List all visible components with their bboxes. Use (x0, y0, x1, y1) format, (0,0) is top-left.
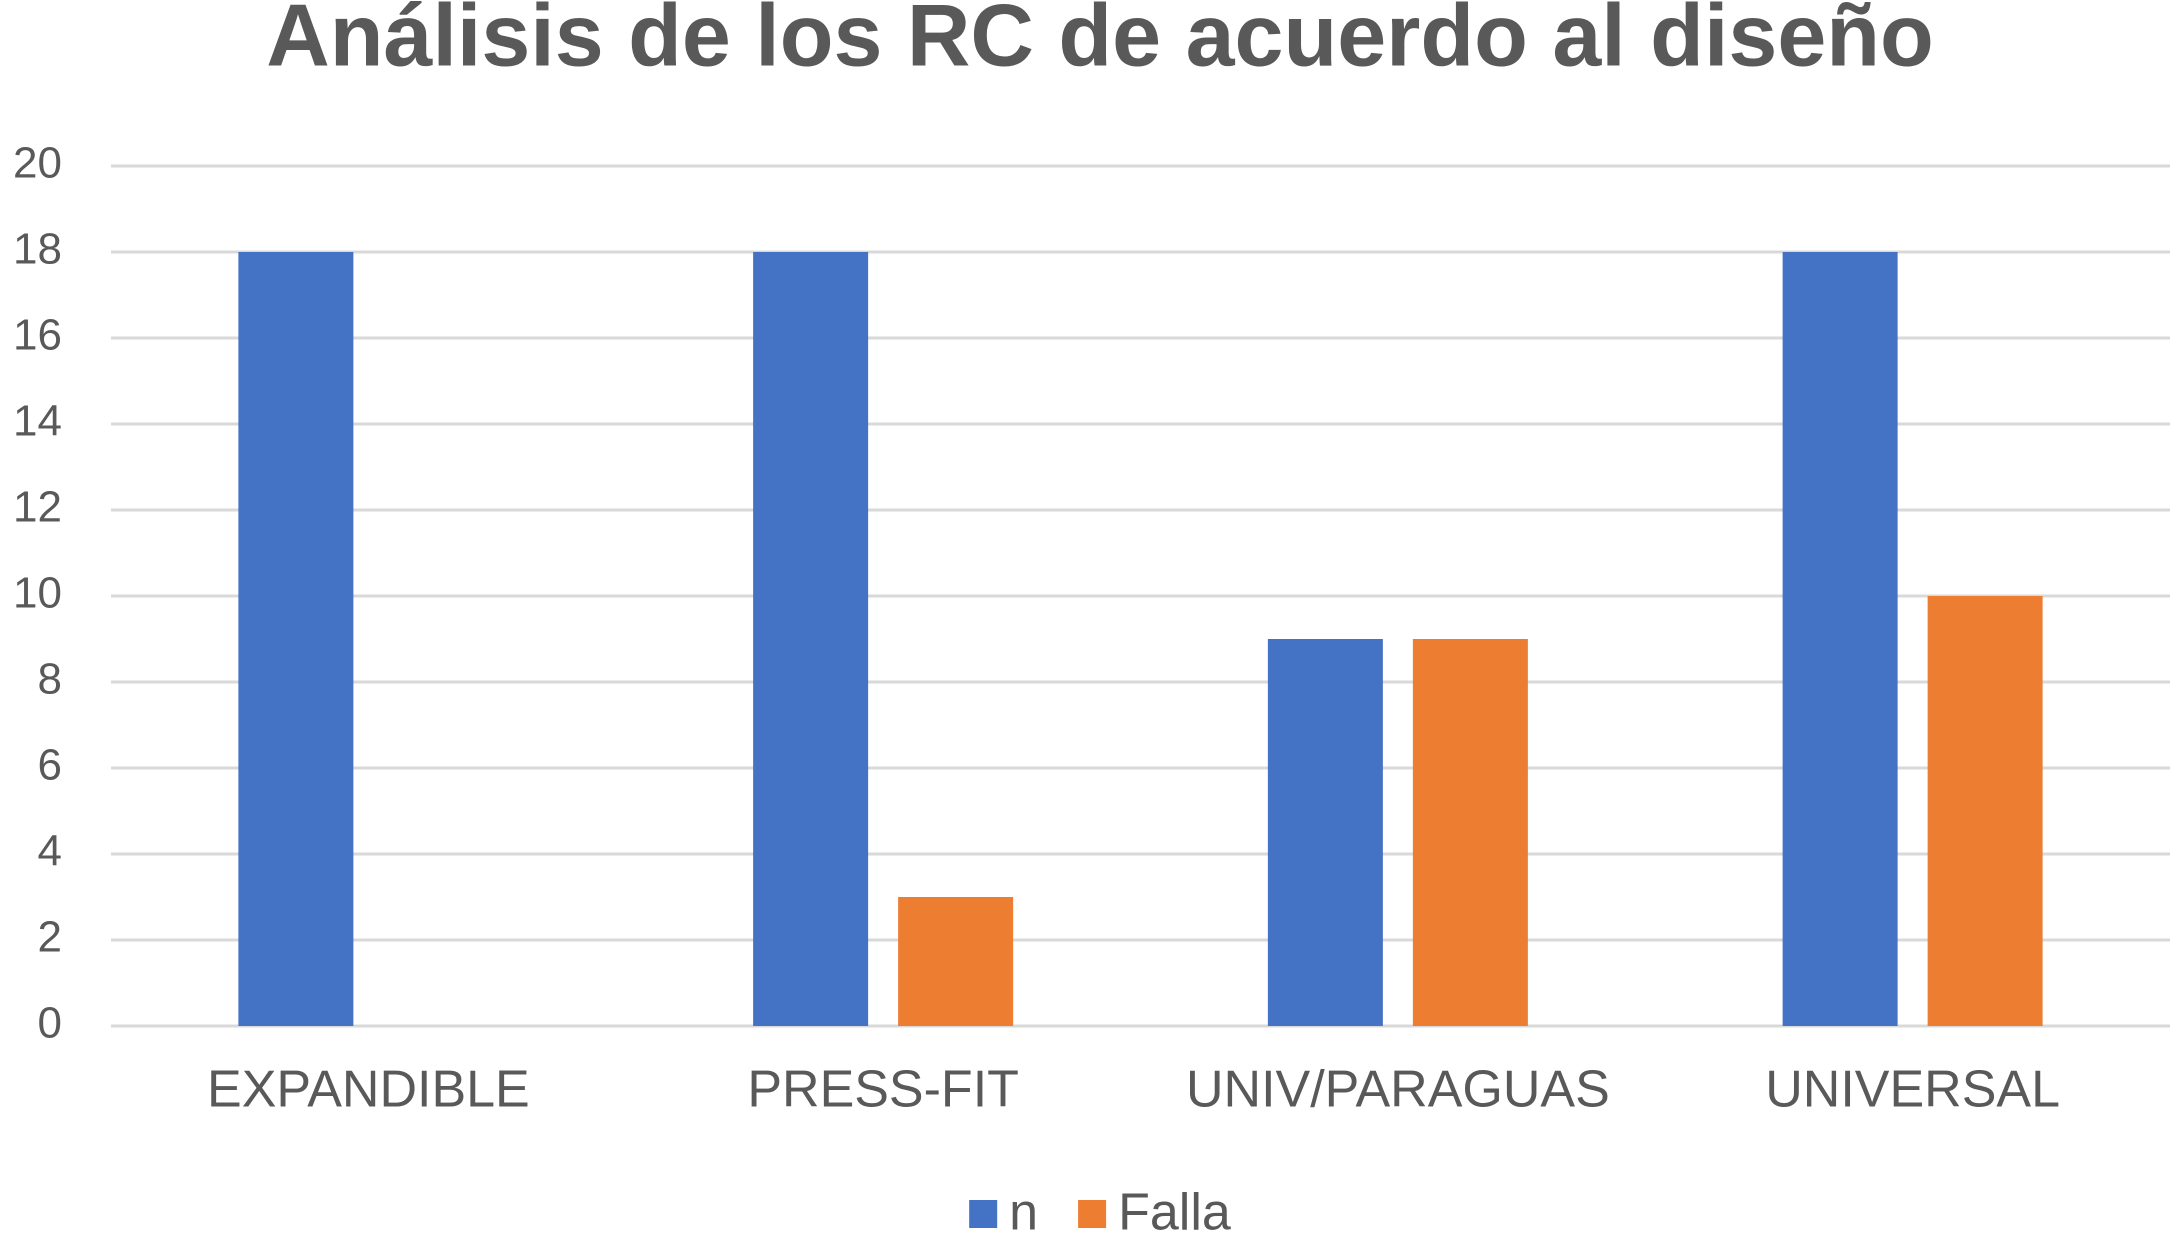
legend-label: n (1009, 1184, 1038, 1239)
bar (1412, 639, 1528, 1026)
y-tick-label: 12 (13, 483, 62, 532)
x-tick-label: UNIVERSAL (1765, 1061, 2060, 1119)
legend-label: Falla (1118, 1184, 1231, 1239)
bar (753, 252, 869, 1026)
bar (1267, 639, 1383, 1026)
legend-swatch (969, 1200, 998, 1228)
bar (1782, 252, 1898, 1026)
x-tick-label: EXPANDIBLE (207, 1061, 530, 1119)
bar (238, 252, 354, 1026)
y-tick-label: 20 (13, 139, 62, 188)
chart-title: Análisis de los RC de acuerdo al diseño (266, 0, 1934, 84)
y-tick-label: 14 (13, 397, 62, 446)
bar (898, 897, 1014, 1026)
y-tick-label: 2 (38, 913, 62, 962)
y-tick-label: 10 (13, 569, 62, 618)
bar (1927, 596, 2043, 1026)
y-tick-label: 4 (38, 827, 62, 876)
x-tick-label: PRESS-FIT (747, 1061, 1019, 1119)
x-tick-label: UNIV/PARAGUAS (1186, 1061, 1610, 1119)
y-tick-label: 8 (38, 655, 62, 704)
y-tick-label: 16 (13, 311, 62, 360)
legend-swatch (1078, 1200, 1107, 1228)
y-tick-label: 0 (38, 999, 62, 1048)
y-tick-label: 18 (13, 225, 62, 274)
y-tick-label: 6 (38, 741, 62, 790)
